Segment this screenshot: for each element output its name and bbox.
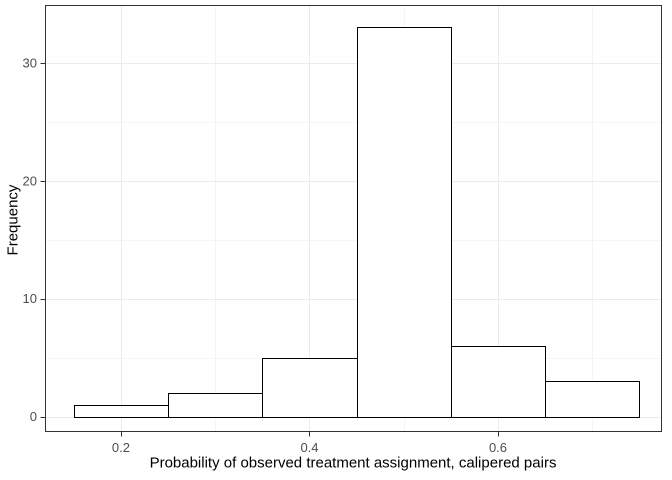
histogram-bar (74, 405, 169, 418)
x-tick-label: 0.4 (300, 440, 318, 455)
histogram-bar (168, 393, 263, 418)
panel-border (44, 4, 663, 433)
y-tick-label: 30 (23, 55, 37, 70)
y-tick-label: 20 (23, 173, 37, 188)
x-axis-title: Probability of observed treatment assign… (149, 454, 557, 472)
x-tick-label: 0.6 (489, 440, 507, 455)
x-tick-label: 0.2 (112, 440, 130, 455)
y-tick-label: 10 (23, 291, 37, 306)
y-axis-title: Frequency (4, 184, 22, 256)
histogram-bar (357, 27, 452, 418)
y-tick-label: 0 (30, 409, 37, 424)
histogram-bar (545, 381, 640, 418)
histogram-bar (451, 346, 546, 418)
histogram-bar (262, 358, 358, 418)
